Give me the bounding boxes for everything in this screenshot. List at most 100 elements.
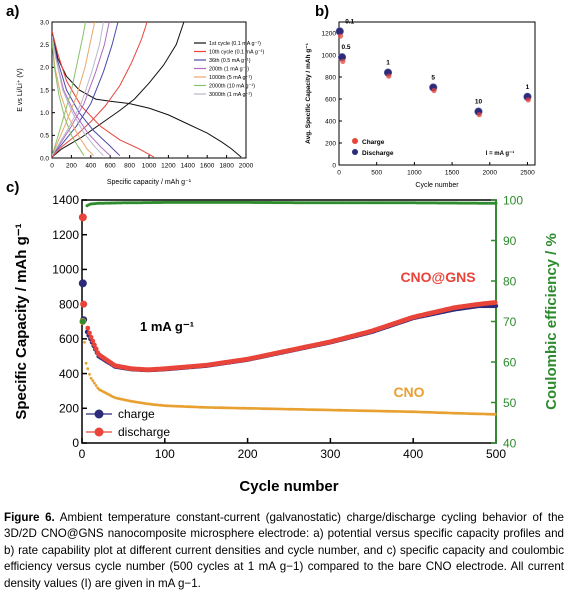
legend-label: 200th (1 mA g⁻¹) — [209, 67, 249, 73]
x-tick-label: 400 — [85, 163, 96, 170]
discharge-series-point — [492, 300, 498, 305]
charge-point — [337, 33, 344, 39]
x-tick-label: 200 — [238, 447, 258, 461]
y-tick-label: 0 — [72, 436, 79, 450]
charge-point — [525, 97, 531, 103]
charge-curve — [52, 22, 148, 158]
ce-series — [85, 200, 498, 208]
charge-curve — [52, 22, 119, 157]
legend-label-charge: charge — [118, 407, 155, 421]
x-tick-label: 400 — [403, 447, 423, 461]
point-label: 0.5 — [341, 44, 350, 51]
charge-point — [476, 112, 482, 118]
x-tick-label: 800 — [124, 163, 135, 170]
y2-tick-label: 60 — [503, 356, 517, 370]
x-tick-label: 2000 — [239, 163, 254, 170]
x-tick-label: 0 — [79, 447, 86, 461]
x-tick-label: 600 — [105, 163, 116, 170]
charge-curve — [52, 22, 96, 156]
y2-tick-label: 80 — [503, 275, 517, 289]
point-label: 1 — [386, 60, 390, 67]
panel-c-cycling-stability: c) 0 100 200 300 400 500 0 200 400 600 800 1000 1200 1… — [6, 179, 560, 495]
discharge-series-point — [85, 325, 91, 331]
legend-label-discharge: Discharge — [362, 150, 394, 157]
charge-point — [340, 58, 346, 64]
cno-series-point — [94, 384, 98, 387]
legend-label-charge: Charge — [362, 139, 385, 146]
y-tick-label: 600 — [325, 96, 336, 103]
x-tick-label: 2500 — [520, 170, 535, 177]
x-tick-label: 500 — [371, 170, 382, 177]
point-label: 5 — [431, 74, 435, 81]
y-axis-title: E vs Li/Li⁺ (V) — [17, 68, 24, 111]
y-tick-label: 2.5 — [40, 42, 49, 49]
y-tick-label: 1000 — [322, 52, 337, 59]
legend-label: 1000th (5 mA g⁻¹) — [209, 75, 252, 81]
legend-label: 10th cycle (0.1 mA g⁻¹) — [209, 50, 264, 56]
x-tick-label: 1500 — [445, 170, 460, 177]
charge-point — [386, 73, 392, 79]
point-label: 10 — [475, 99, 483, 106]
x-tick-label: 0 — [337, 170, 341, 177]
cno-series-point — [493, 412, 497, 416]
figure: a)0 200 400 600 800 1000 1200 1400 1600 1800 20000… — [6, 3, 560, 495]
discharge-curve — [52, 35, 104, 157]
x-tick-label: 2000 — [483, 170, 498, 177]
series-1 — [52, 22, 155, 158]
y-tick-label: 400 — [59, 367, 79, 381]
y-tick-label: 0.5 — [40, 133, 49, 140]
y2-axis-title: Coulombic efficiency / % — [543, 233, 560, 410]
y-tick-label: 200 — [59, 401, 79, 415]
discharge-curve — [52, 30, 155, 158]
y2-tick-label: 100 — [503, 194, 523, 208]
discharge-series-point — [88, 334, 94, 340]
caption-text: Ambient temperature constant-current (ga… — [4, 511, 564, 590]
discharge-series-point — [93, 346, 99, 352]
y-tick-label: 800 — [325, 74, 336, 81]
x-axis-title: Cycle number — [239, 478, 338, 495]
y-tick-label: 1200 — [52, 228, 79, 242]
y-tick-label: 800 — [59, 297, 79, 311]
series-5 — [52, 22, 86, 156]
x-axis-title: Cycle number — [415, 182, 459, 189]
charge-curve — [52, 22, 185, 158]
cno-series-point — [83, 340, 86, 344]
panel-label-c: c) — [6, 179, 19, 196]
y-tick-label: 1400 — [52, 193, 79, 207]
cno-gns-label: CNO@GNS — [400, 269, 475, 285]
current-annotation: I = mA g⁻¹ — [486, 150, 514, 157]
x-tick-label: 1800 — [219, 163, 234, 170]
y-tick-label: 1200 — [322, 30, 337, 37]
y2-tick-label: 40 — [503, 437, 517, 451]
series-0 — [52, 22, 242, 158]
cno-series-point — [91, 379, 95, 383]
cno-series — [83, 340, 497, 416]
charge-curve — [52, 22, 110, 156]
legend-label: 1st cycle (0.1 mA g⁻¹) — [209, 41, 261, 47]
discharge-curve — [52, 30, 242, 158]
y-tick-label: 0.0 — [40, 155, 49, 162]
cno-series-point — [88, 372, 91, 376]
x-tick-label: 300 — [320, 447, 340, 461]
legend-label: 36th (0.5 mA g⁻¹) — [209, 58, 251, 64]
x-tick-label: 1000 — [142, 163, 157, 170]
y-tick-label: 600 — [59, 332, 79, 346]
cno-series-point — [84, 361, 88, 365]
ce-series-point — [494, 201, 498, 205]
discharge-series — [85, 300, 498, 373]
figure-caption: Figure 6. Ambient temperature constant-c… — [4, 510, 564, 592]
cno-label: CNO — [393, 384, 424, 400]
caption-label: Figure 6. — [4, 511, 55, 524]
y-tick-label: 1.0 — [40, 110, 49, 117]
cno-series-point — [89, 376, 93, 380]
first-ce-point — [79, 318, 86, 325]
y-tick-label: 0 — [332, 162, 336, 169]
current-annotation: 1 mA g⁻¹ — [140, 319, 194, 334]
series-6 — [52, 22, 104, 157]
cno-series-point — [93, 381, 96, 385]
charge-curve — [52, 22, 86, 156]
cno-series-point — [86, 367, 90, 371]
y-axis-title: Avg. Specific Capacity / mAh g⁻¹ — [305, 43, 312, 144]
point-label: 1 — [526, 84, 530, 91]
y2-tick-label: 50 — [503, 396, 517, 410]
